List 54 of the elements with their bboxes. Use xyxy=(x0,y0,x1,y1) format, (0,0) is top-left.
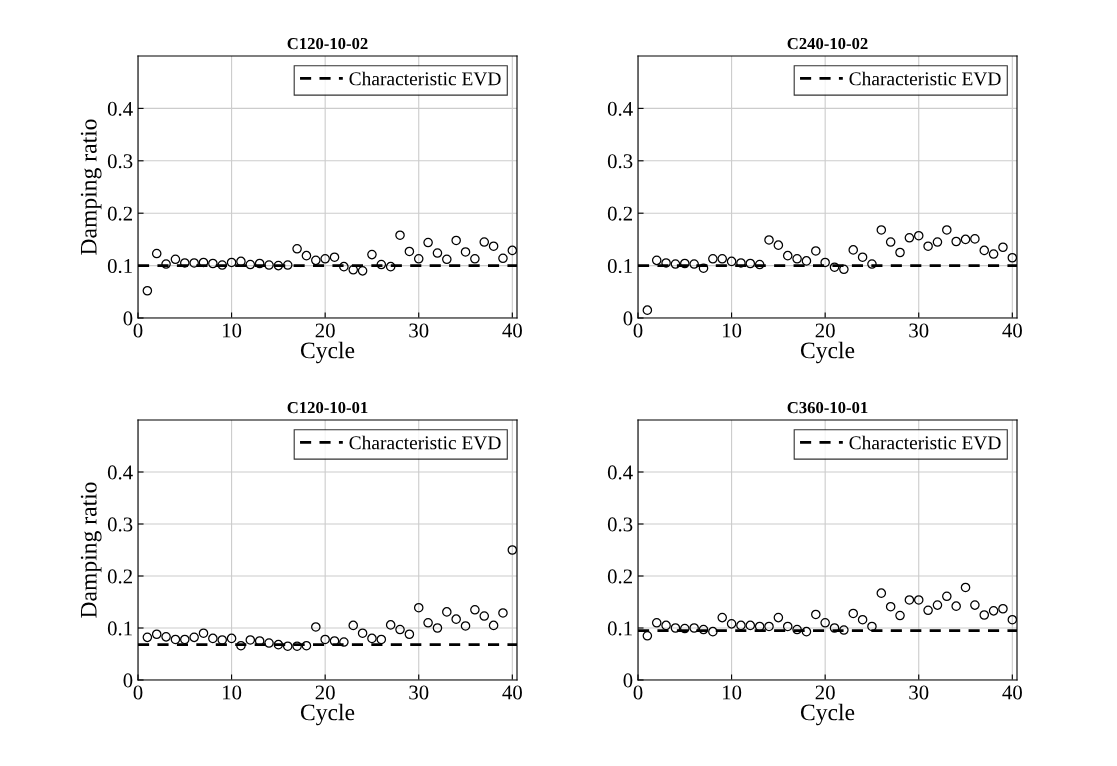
y-tick-label: 0.3 xyxy=(607,154,633,169)
x-tick-label: 0 xyxy=(133,685,143,700)
y-tick-label: 0.4 xyxy=(107,465,133,480)
x-tick-label: 0 xyxy=(133,323,143,338)
chart-title: C120-10-02 xyxy=(287,37,368,50)
y-tick-label: 0.2 xyxy=(107,569,132,584)
legend-label: Characteristic EVD xyxy=(349,71,501,86)
y-tick-label: 0.2 xyxy=(607,206,632,221)
y-tick-label: 0 xyxy=(123,311,133,326)
x-tick-label: 20 xyxy=(815,685,835,700)
y-tick-label: 0.3 xyxy=(607,517,633,532)
y-tick-label: 0.1 xyxy=(107,258,132,274)
x-tick-label: 10 xyxy=(723,323,742,338)
y-tick-label: 0 xyxy=(623,673,633,688)
y-axis-title: Damping ratio xyxy=(80,119,102,255)
x-axis-title: Cycle xyxy=(300,703,355,726)
y-tick-label: 0.4 xyxy=(607,101,633,116)
x-tick-label: 10 xyxy=(723,685,742,700)
x-axis-title: Cycle xyxy=(300,341,355,364)
y-tick-label: 0.4 xyxy=(107,101,133,116)
x-tick-label: 40 xyxy=(1002,323,1022,338)
y-axis-title: Damping ratio xyxy=(80,482,102,618)
x-tick-label: 20 xyxy=(315,323,335,338)
y-tick-label: 0.2 xyxy=(107,206,132,221)
y-tick-label: 0.1 xyxy=(607,621,632,636)
y-tick-label: 0 xyxy=(123,673,133,688)
x-tick-label: 30 xyxy=(909,323,929,338)
chart-title: C120-10-01 xyxy=(287,401,368,414)
x-tick-label: 0 xyxy=(633,323,643,338)
x-tick-label: 40 xyxy=(502,323,522,338)
x-axis-title: Cycle xyxy=(800,703,855,726)
legend-label: Characteristic EVD xyxy=(849,71,1001,86)
chart-title: C240-10-02 xyxy=(787,37,868,50)
x-tick-label: 10 xyxy=(223,323,242,338)
chart-title: C360-10-01 xyxy=(787,401,868,414)
y-tick-label: 0.2 xyxy=(607,569,632,584)
y-tick-label: 0.4 xyxy=(607,465,633,480)
y-tick-label: 0.1 xyxy=(107,621,132,636)
x-tick-label: 30 xyxy=(409,323,429,338)
y-tick-label: 0.3 xyxy=(107,154,133,169)
legend-label: Characteristic EVD xyxy=(349,435,501,450)
legend-label: Characteristic EVD xyxy=(849,435,1001,450)
x-tick-label: 40 xyxy=(502,685,522,700)
y-tick-label: 0 xyxy=(623,311,633,326)
y-tick-label: 0.1 xyxy=(607,258,632,274)
x-tick-label: 30 xyxy=(909,685,929,700)
x-tick-label: 30 xyxy=(409,685,429,700)
x-tick-label: 20 xyxy=(315,685,335,700)
x-axis-title: Cycle xyxy=(800,341,855,364)
x-tick-label: 40 xyxy=(1002,685,1022,700)
y-tick-label: 0.3 xyxy=(107,517,133,532)
x-tick-label: 0 xyxy=(633,685,643,700)
x-tick-label: 20 xyxy=(815,323,835,338)
x-tick-label: 10 xyxy=(223,685,242,700)
